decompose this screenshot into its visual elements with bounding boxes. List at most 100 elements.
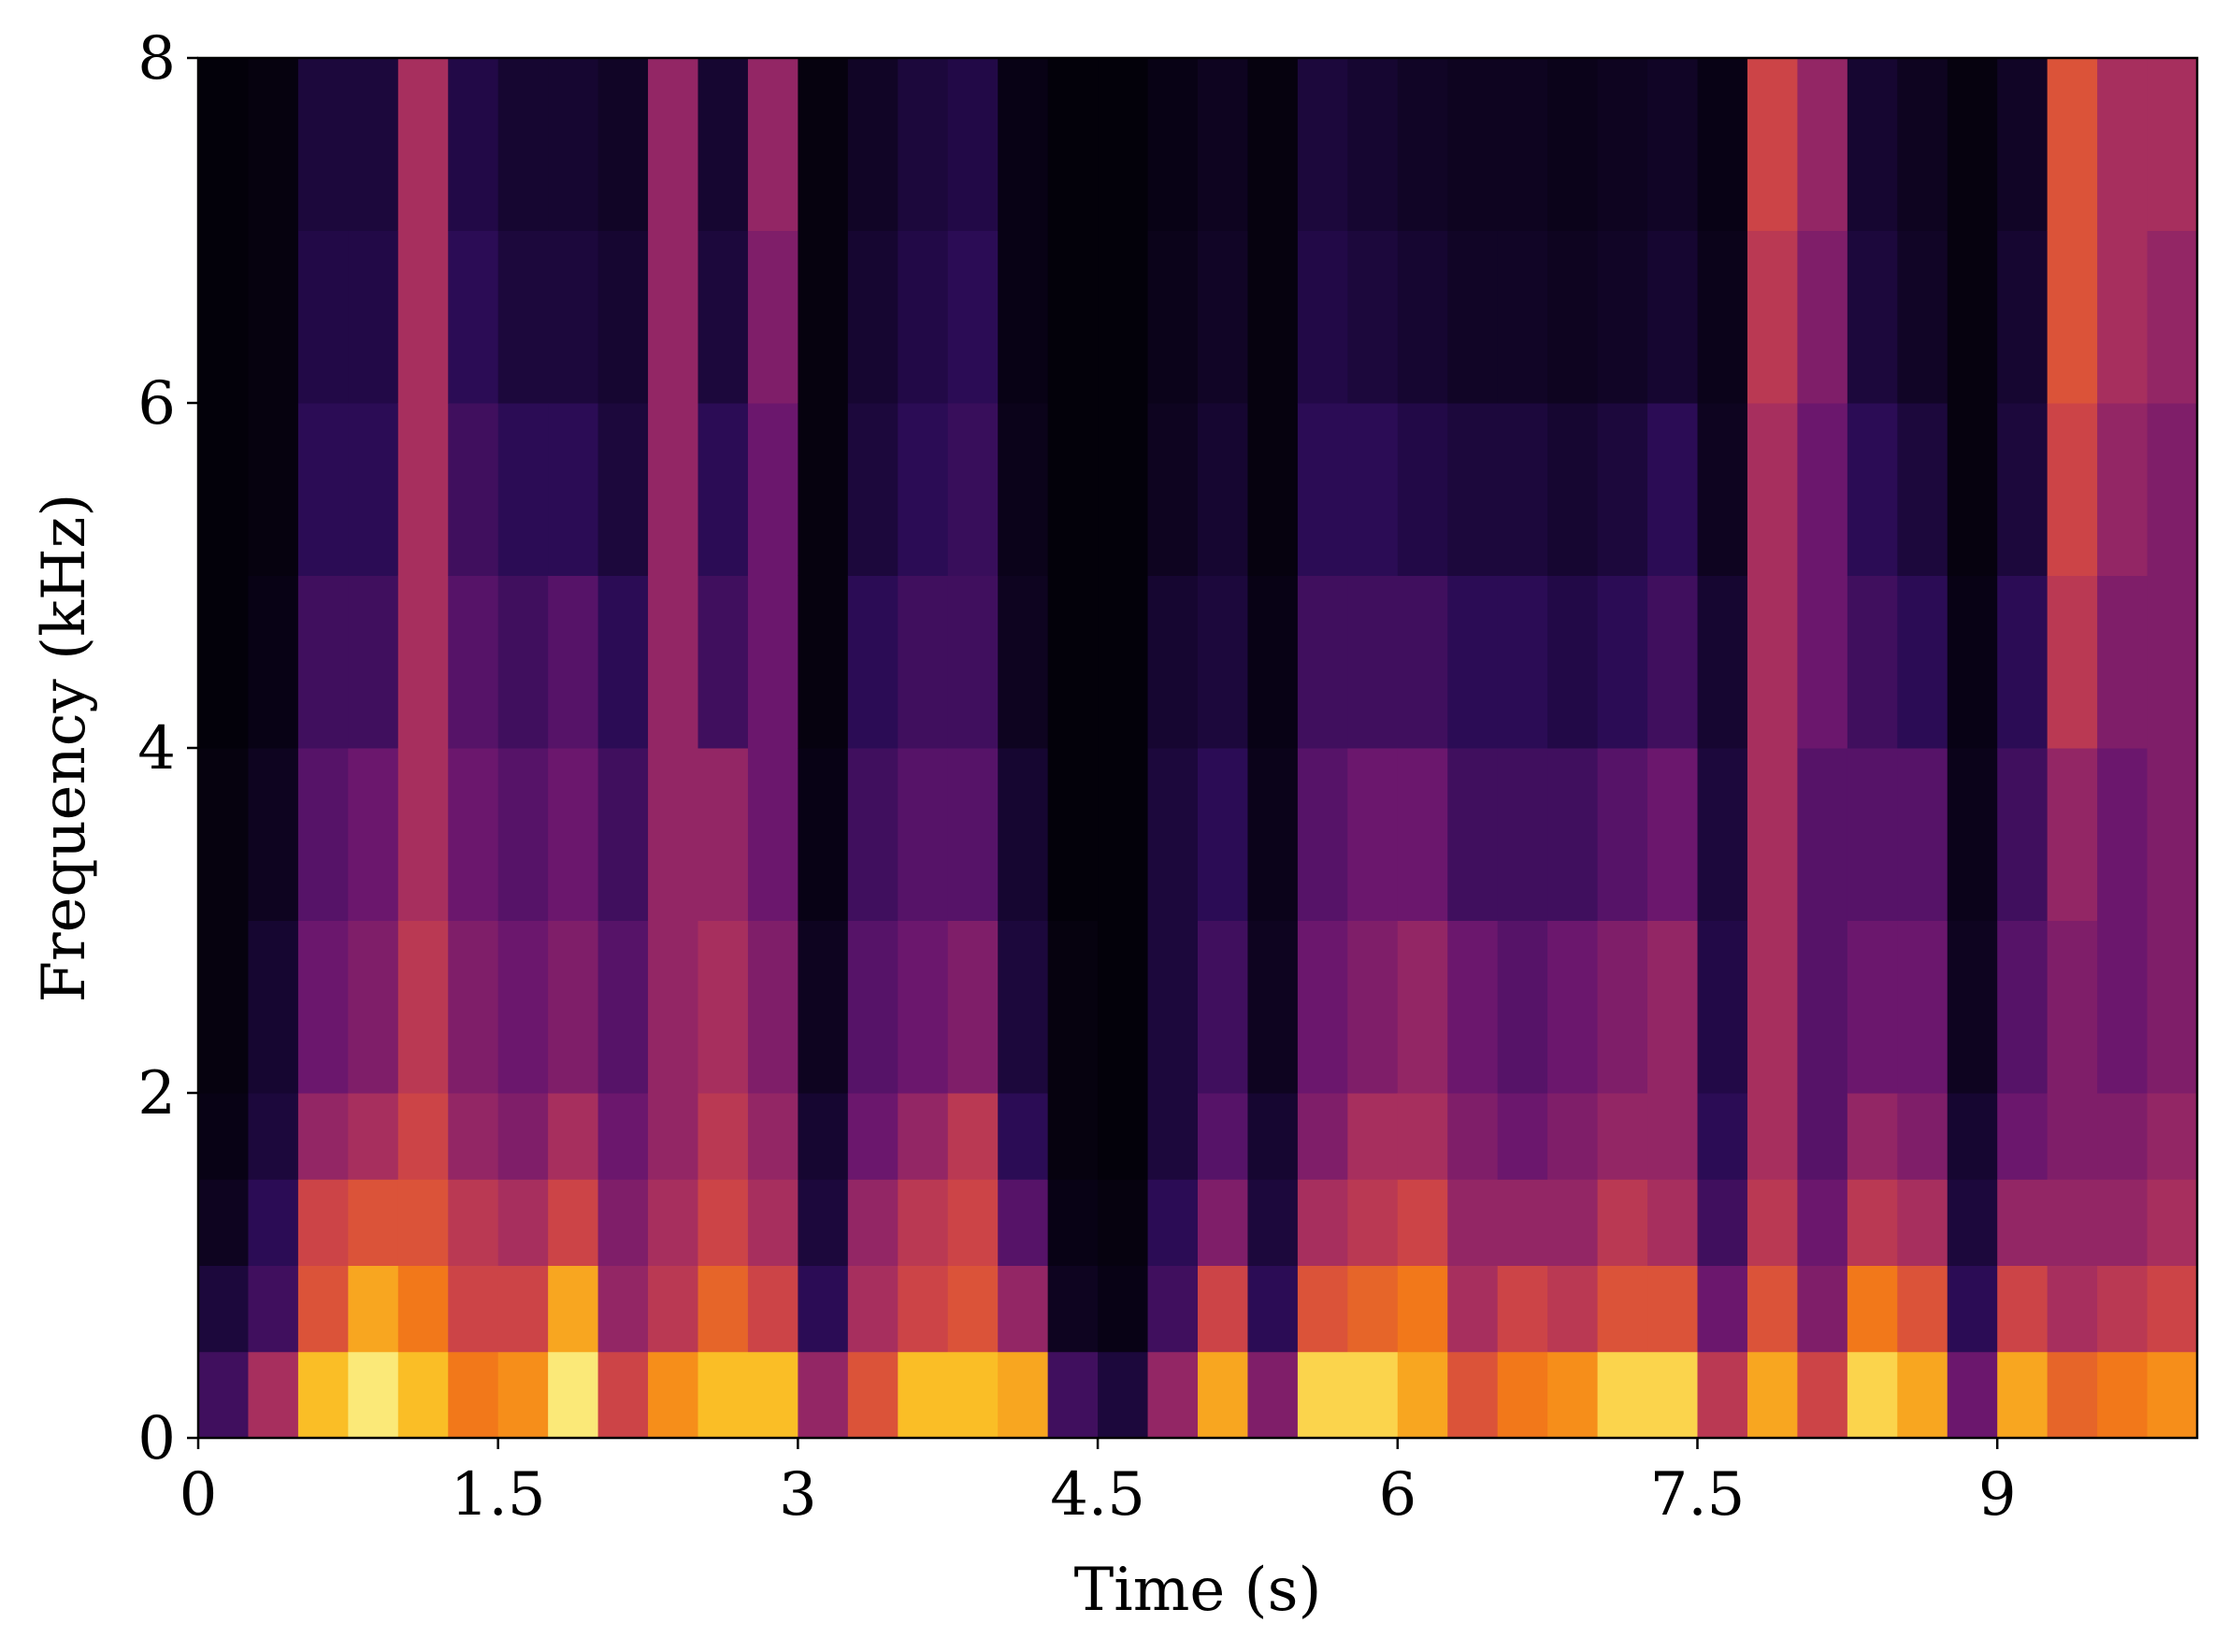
spectrogram-cell <box>597 58 649 231</box>
spectrogram-cell <box>1098 1265 1149 1353</box>
spectrogram-cell <box>1447 748 1499 921</box>
spectrogram-cell <box>2147 1179 2198 1266</box>
spectrogram-cell <box>898 230 949 404</box>
spectrogram-cell <box>1697 1351 1748 1439</box>
spectrogram-cell <box>1547 1179 1599 1266</box>
spectrogram-cell <box>747 230 798 404</box>
spectrogram-cell <box>2097 230 2149 404</box>
spectrogram-cell <box>1047 230 1099 404</box>
spectrogram-cell <box>1497 230 1548 404</box>
spectrogram-cell <box>397 58 449 231</box>
spectrogram-cell <box>1397 58 1448 231</box>
spectrogram-cell <box>998 230 1049 404</box>
y-axis-label: Frequency (kHz) <box>30 494 99 1003</box>
spectrogram-cell <box>1897 1351 1948 1439</box>
spectrogram-cell <box>1897 1265 1948 1353</box>
spectrogram-cell <box>1997 230 2049 404</box>
spectrogram-cell <box>947 575 999 749</box>
spectrogram-cell <box>648 920 698 1094</box>
spectrogram-cell <box>348 748 399 921</box>
spectrogram-cell <box>1747 748 1798 921</box>
spectrogram-cell <box>798 1351 849 1439</box>
spectrogram-cell <box>497 1093 549 1180</box>
spectrogram-cell <box>1597 1265 1648 1353</box>
spectrogram-cell <box>1147 575 1199 749</box>
spectrogram-cell <box>1297 1351 1348 1439</box>
spectrogram-cell <box>747 1265 798 1353</box>
spectrogram-cell <box>1597 403 1648 576</box>
spectrogram-cell <box>898 748 949 921</box>
spectrogram-cell <box>1447 1265 1499 1353</box>
spectrogram-cell <box>1047 403 1099 576</box>
spectrogram-cell <box>297 1265 349 1353</box>
spectrogram-cell <box>1697 403 1748 576</box>
spectrogram-cell <box>297 748 349 921</box>
spectrogram-cell <box>1497 920 1548 1094</box>
spectrogram-cell <box>2147 920 2198 1094</box>
spectrogram-cell <box>1198 230 1248 404</box>
spectrogram-cell <box>1697 920 1748 1094</box>
spectrogram-cell <box>1997 1093 2049 1180</box>
spectrogram-cell <box>1747 1179 1798 1266</box>
spectrogram-cell <box>1947 748 1998 921</box>
spectrogram-cell <box>2047 1265 2098 1353</box>
spectrogram-cell <box>1947 575 1998 749</box>
spectrogram-cell <box>998 1179 1049 1266</box>
spectrogram-cell <box>1098 748 1149 921</box>
spectrogram-cell <box>1247 230 1299 404</box>
spectrogram-cell <box>2097 1179 2149 1266</box>
spectrogram-cell <box>1747 1351 1798 1439</box>
spectrogram-cell <box>397 1093 449 1180</box>
spectrogram-cell <box>798 1179 849 1266</box>
spectrogram-cell <box>1647 403 1698 576</box>
spectrogram-cell <box>1347 1351 1399 1439</box>
spectrogram-cell <box>1897 748 1948 921</box>
spectrogram-cell <box>697 1179 749 1266</box>
x-axis-label: Time (s) <box>1074 1556 1322 1625</box>
spectrogram-cell <box>597 1265 649 1353</box>
spectrogram-cell <box>1198 1351 1248 1439</box>
spectrogram-cell <box>448 920 499 1094</box>
spectrogram-cell <box>198 403 249 576</box>
spectrogram-cell <box>1297 1093 1348 1180</box>
spectrogram-cell <box>697 575 749 749</box>
spectrogram-cell <box>1797 1351 1848 1439</box>
spectrogram-cell <box>497 575 549 749</box>
spectrogram-cell <box>1247 748 1299 921</box>
spectrogram-cell <box>248 920 299 1094</box>
spectrogram-cell <box>1647 1093 1698 1180</box>
spectrogram-cell <box>2047 58 2098 231</box>
spectrogram-cell <box>947 748 999 921</box>
spectrogram-cell <box>1247 1265 1299 1353</box>
spectrogram-cell <box>548 748 599 921</box>
spectrogram-cell <box>548 1265 599 1353</box>
spectrogram-cell <box>198 748 249 921</box>
spectrogram-cell <box>448 575 499 749</box>
spectrogram-cell <box>847 58 899 231</box>
spectrogram-cell <box>1447 230 1499 404</box>
spectrogram-cell <box>898 1351 949 1439</box>
x-tick-label: 7.5 <box>1650 1460 1746 1530</box>
spectrogram-cell <box>898 1093 949 1180</box>
spectrogram-cell <box>847 403 899 576</box>
spectrogram-cell <box>1397 1265 1448 1353</box>
spectrogram-cell <box>248 403 299 576</box>
spectrogram-cell <box>1347 403 1399 576</box>
spectrogram-cell <box>1347 575 1399 749</box>
spectrogram-cell <box>1547 1093 1599 1180</box>
spectrogram-cell <box>1997 920 2049 1094</box>
spectrogram-cell <box>497 403 549 576</box>
spectrogram-cell <box>1847 58 1898 231</box>
spectrogram-cell <box>1247 1351 1299 1439</box>
spectrogram-cell <box>1447 1351 1499 1439</box>
spectrogram-cell <box>1847 1351 1898 1439</box>
spectrogram-cell <box>198 1351 249 1439</box>
spectrogram-cell <box>597 748 649 921</box>
spectrogram-cell <box>348 1093 399 1180</box>
spectrogram-cell <box>248 1093 299 1180</box>
spectrogram-cell <box>1447 58 1499 231</box>
spectrogram-cell <box>1047 1265 1099 1353</box>
spectrogram-cell <box>1347 230 1399 404</box>
spectrogram-cell <box>1797 1179 1848 1266</box>
